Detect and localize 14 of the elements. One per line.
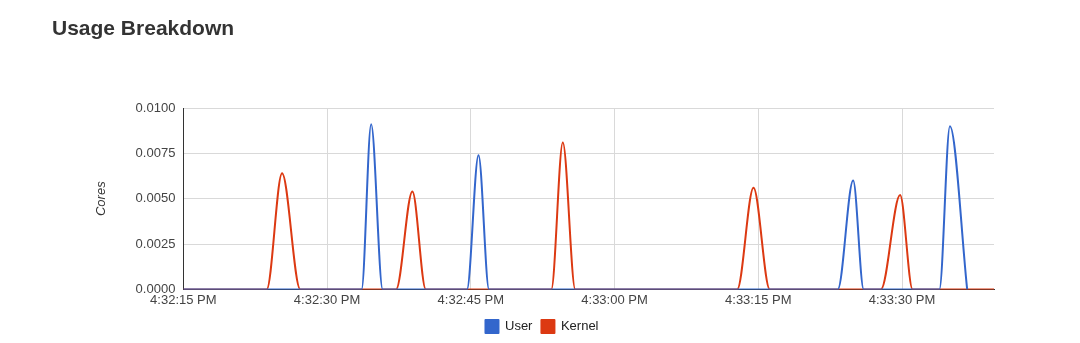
legend-label: Kernel [560,318,599,334]
y-tick-label: 0.0025 [135,235,176,251]
chart-title: Usage Breakdown [52,16,235,40]
y-tick-label: 0.0075 [135,144,176,160]
y-tick-label: 0.0000 [135,280,176,296]
x-tick-label: 4:32:30 PM [293,291,361,307]
y-tick-label: 0.0100 [135,99,176,115]
x-tick-label: 4:33:15 PM [725,291,792,307]
x-tick-label: 4:33:30 PM [868,291,936,307]
x-tick-label: 4:33:00 PM [581,291,648,307]
y-tick-label: 0.0050 [135,190,176,206]
y-axis-title: Cores [93,180,109,217]
legend-label: User [504,318,534,334]
x-tick-label: 4:32:45 PM [437,291,505,307]
